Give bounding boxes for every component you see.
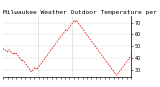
Text: Milwaukee Weather Outdoor Temperature per Minute (Last 24 Hours): Milwaukee Weather Outdoor Temperature pe… xyxy=(3,10,160,15)
